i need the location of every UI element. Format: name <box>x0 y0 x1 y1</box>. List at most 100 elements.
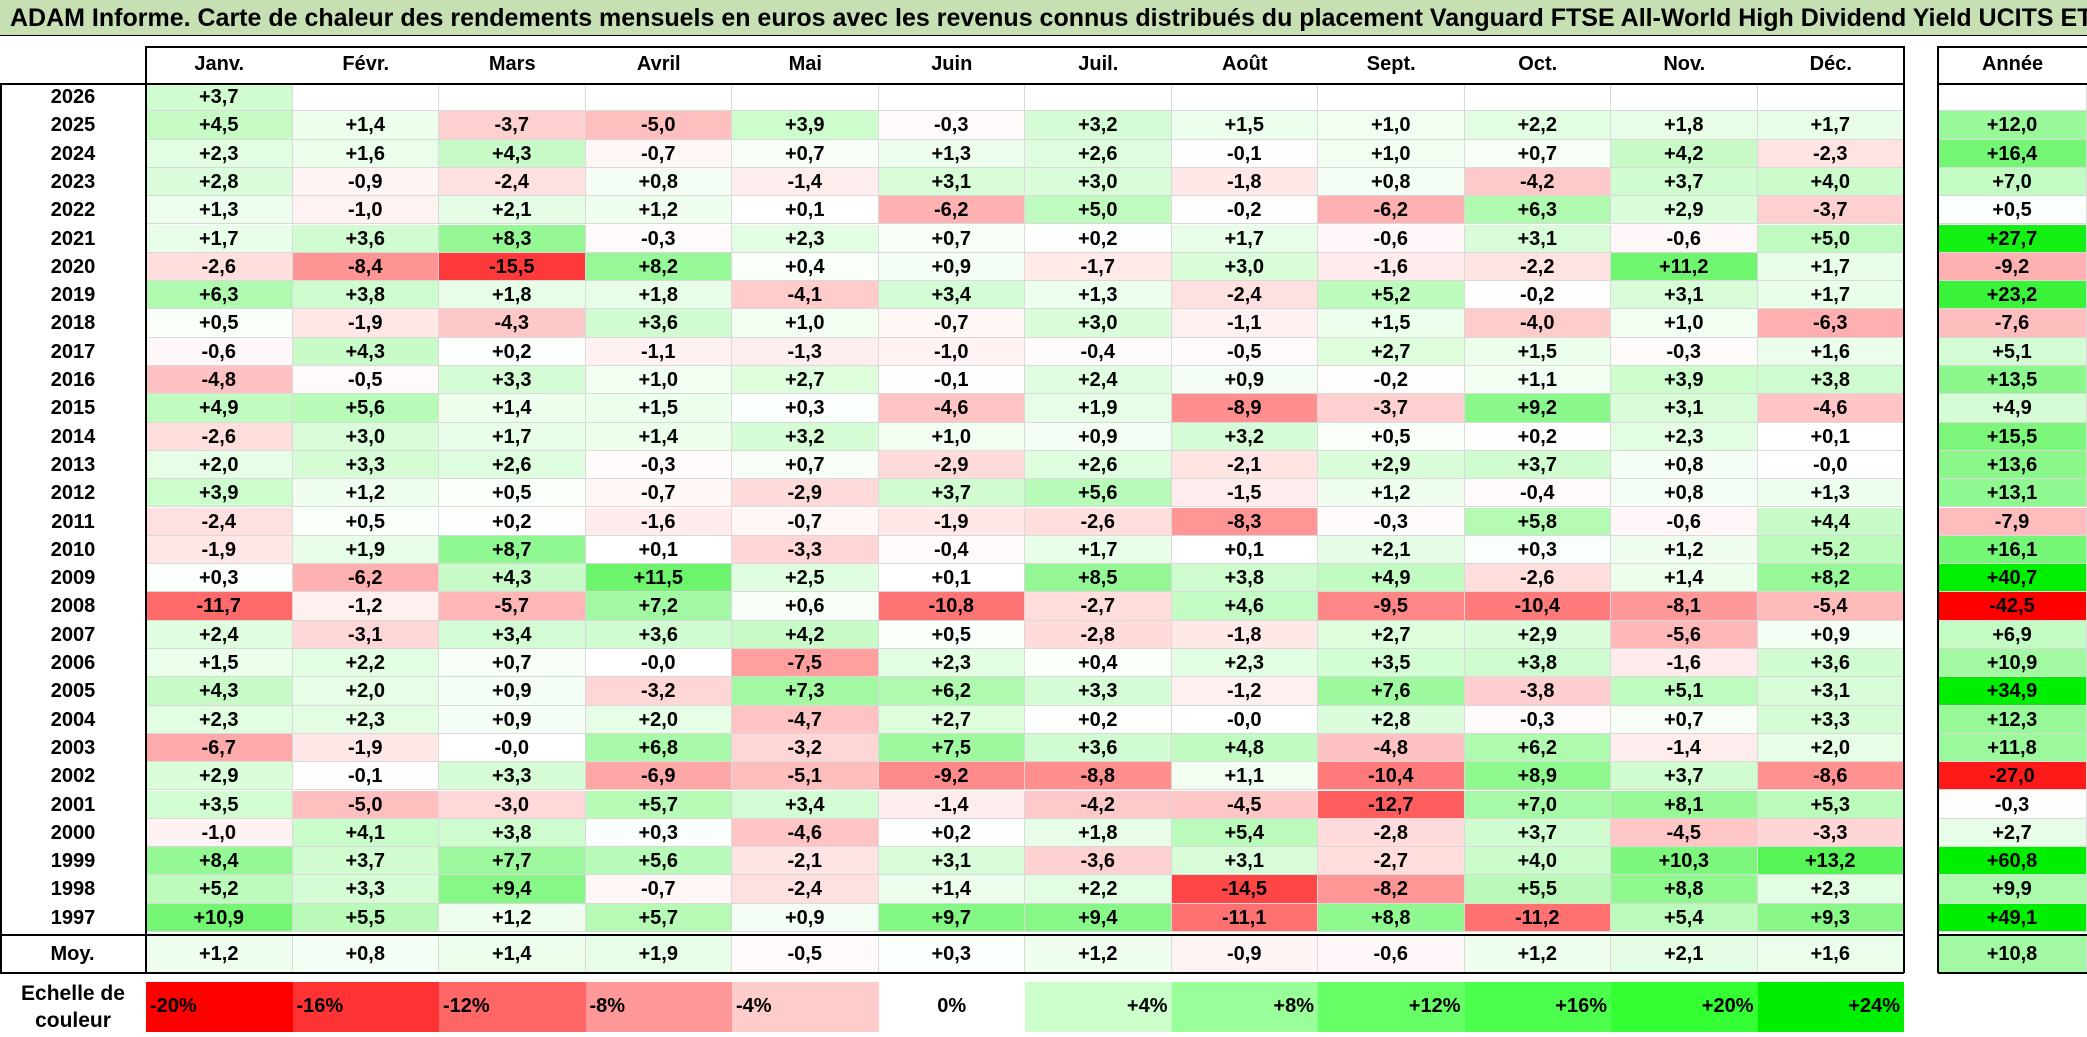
annual-cell: +10,9 <box>1938 649 2087 678</box>
heatmap-cell: +9,4 <box>439 875 586 904</box>
average-cell: +1,2 <box>1025 935 1172 973</box>
heatmap-cell: +1,5 <box>585 394 732 423</box>
annual-cell: +13,5 <box>1938 366 2087 395</box>
heatmap-cell: -1,9 <box>292 309 439 338</box>
heatmap-cell: +2,5 <box>732 564 879 593</box>
grid-line <box>0 83 2 973</box>
heatmap-cell: -7,5 <box>732 649 879 678</box>
heatmap-cell: +1,9 <box>292 535 439 565</box>
heatmap-cell: -8,9 <box>1171 394 1318 423</box>
heatmap-cell: +7,6 <box>1318 677 1465 706</box>
heatmap-cell: -2,8 <box>1025 620 1172 649</box>
heatmap-cell: +1,0 <box>878 422 1025 451</box>
heatmap-cell: +8,9 <box>1464 762 1611 791</box>
heatmap-cell: +8,3 <box>439 224 586 253</box>
heatmap-cell: +3,1 <box>878 847 1025 876</box>
year-label: 2005 <box>50 680 96 703</box>
heatmap-cell: -4,2 <box>1025 790 1172 819</box>
heatmap-cell: +3,0 <box>1025 167 1172 197</box>
heatmap-cell: -0,6 <box>1611 224 1758 253</box>
heatmap-cell: +1,2 <box>585 196 732 225</box>
heatmap-cell: -3,7 <box>1757 196 1904 225</box>
heatmap-cell: -1,6 <box>1318 252 1465 282</box>
average-cell: +2,1 <box>1611 935 1758 973</box>
heatmap-cell: -4,5 <box>1171 790 1318 819</box>
annual-cell: -7,6 <box>1938 309 2087 338</box>
heatmap-cell: -2,9 <box>732 479 879 508</box>
heatmap-cell: +8,7 <box>439 535 586 565</box>
grid-line <box>0 972 1904 974</box>
heatmap-cell: +0,7 <box>1611 705 1758 734</box>
heatmap-cell: -0,7 <box>878 309 1025 338</box>
annual-cell: +27,7 <box>1938 224 2087 253</box>
heatmap-cell: +0,4 <box>1025 649 1172 678</box>
heatmap-cell: +8,1 <box>1611 790 1758 819</box>
annual-cell: +13,1 <box>1938 479 2087 508</box>
heatmap-cell: +1,7 <box>1757 111 1904 140</box>
heatmap-cell: +4,9 <box>1318 564 1465 593</box>
heatmap-cell: -6,2 <box>878 196 1025 225</box>
heatmap-cell: -9,2 <box>878 762 1025 791</box>
heatmap-cell: +2,7 <box>1318 337 1465 366</box>
heatmap-cell: +0,8 <box>1318 167 1465 197</box>
column-header: Nov. <box>1663 53 1706 75</box>
heatmap-cell: +3,2 <box>732 422 879 451</box>
annual-cell: +4,9 <box>1938 394 2087 423</box>
heatmap-cell: +2,9 <box>1318 450 1465 480</box>
heatmap-cell: +3,0 <box>292 422 439 451</box>
grid-line <box>0 934 1904 936</box>
heatmap-cell: -8,2 <box>1318 875 1465 904</box>
annual-cell: +40,7 <box>1938 564 2087 593</box>
heatmap-cell: -0,1 <box>292 762 439 791</box>
heatmap-cell: +2,3 <box>878 649 1025 678</box>
heatmap-cell: +0,3 <box>1464 535 1611 565</box>
heatmap-cell: +9,3 <box>1757 903 1904 932</box>
heatmap-cell: +4,2 <box>732 620 879 649</box>
heatmap-cell: +1,6 <box>1757 337 1904 366</box>
heatmap-cell: +2,4 <box>1025 366 1172 395</box>
heatmap-cell: +0,9 <box>1025 422 1172 451</box>
heatmap-cell: +3,5 <box>146 790 293 819</box>
year-label: 2015 <box>50 397 96 420</box>
heatmap-cell: -1,6 <box>585 507 732 536</box>
year-label: 2007 <box>50 623 96 646</box>
heatmap-cell: +1,7 <box>439 422 586 451</box>
chart-title: ADAM Informe. Carte de chaleur des rende… <box>0 0 2087 36</box>
heatmap-cell: -3,8 <box>1464 677 1611 706</box>
heatmap-cell: +3,8 <box>1171 564 1318 593</box>
year-label: 2012 <box>50 482 96 505</box>
heatmap-cell: +0,7 <box>439 649 586 678</box>
heatmap-cell: -3,6 <box>1025 847 1172 876</box>
grid-line <box>1937 46 1939 973</box>
heatmap-cell <box>292 83 439 112</box>
heatmap-cell: +3,1 <box>1757 677 1904 706</box>
heatmap-cell: +5,2 <box>1757 535 1904 565</box>
color-scale-swatch: -20% <box>146 982 293 1032</box>
heatmap-cell: +1,3 <box>1757 479 1904 508</box>
average-cell: +1,2 <box>1464 935 1611 973</box>
heatmap-cell: -0,2 <box>1318 366 1465 395</box>
heatmap-cell: -3,7 <box>439 111 586 140</box>
heatmap-cell: -0,4 <box>878 535 1025 565</box>
color-scale-label: Echelle de couleur <box>21 982 125 1032</box>
heatmap-cell: +2,9 <box>1464 620 1611 649</box>
heatmap-cell: +0,7 <box>1464 139 1611 168</box>
year-label: 2006 <box>50 652 96 674</box>
heatmap-cell: +3,9 <box>1611 366 1758 395</box>
heatmap-cell: +0,9 <box>732 903 879 932</box>
heatmap-cell: -1,2 <box>292 592 439 621</box>
heatmap-cell: -0,2 <box>1464 281 1611 310</box>
heatmap-cell: +5,3 <box>1757 790 1904 819</box>
annual-cell: +16,4 <box>1938 139 2087 168</box>
heatmap-cell: -3,2 <box>585 677 732 706</box>
heatmap-cell: +1,4 <box>878 875 1025 904</box>
heatmap-cell: +2,4 <box>146 620 293 649</box>
heatmap-cell: +1,9 <box>1025 394 1172 423</box>
heatmap-cell: +9,4 <box>1025 903 1172 932</box>
year-label: 2002 <box>50 765 96 788</box>
heatmap-cell: +1,2 <box>1318 479 1465 508</box>
heatmap-cell: -1,8 <box>1171 167 1318 197</box>
heatmap-cell: -0,0 <box>1757 450 1904 480</box>
color-scale-swatch: +4% <box>1025 982 1172 1032</box>
heatmap-cell: -3,7 <box>1318 394 1465 423</box>
